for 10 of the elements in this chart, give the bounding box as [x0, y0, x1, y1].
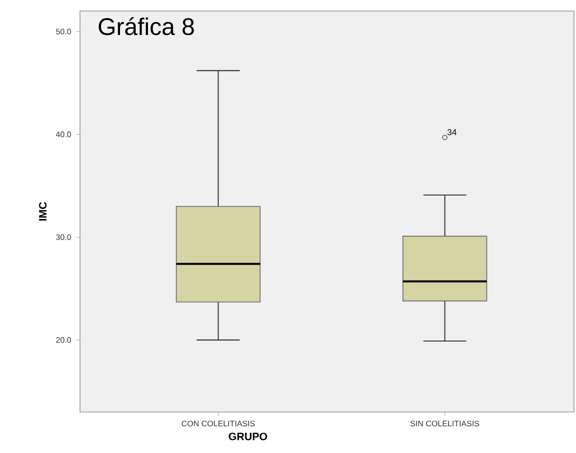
annotation: 34 — [447, 129, 456, 136]
y-tick-label: 50.0 — [56, 28, 71, 34]
x-tick-label: CON COLELITIASIS — [182, 420, 255, 426]
x-axis-title: GRUPO — [228, 432, 268, 440]
y-tick-label: 30.0 — [56, 234, 71, 240]
y-axis-title: IMC — [39, 202, 47, 221]
y-tick-label: 20.0 — [56, 337, 71, 343]
x-tick-label: SIN COLELITIASIS — [410, 420, 480, 426]
chart-title: Gráfica 8 — [98, 17, 194, 36]
y-tick-label: 40.0 — [56, 132, 71, 138]
